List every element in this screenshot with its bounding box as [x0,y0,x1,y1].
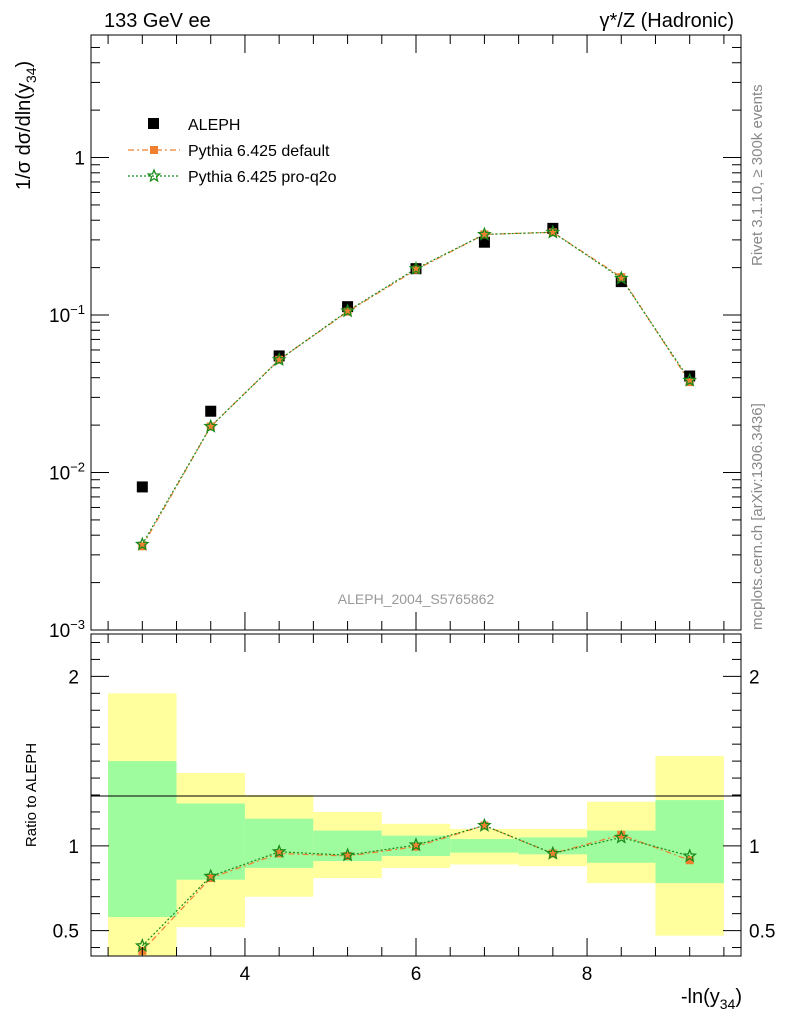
process-label: γ*/Z (Hadronic) [600,10,734,32]
main-ytick-label-3: 1 [74,149,85,170]
ratio-point-pythia-proq2o-6 [545,845,561,860]
point-pythia-proq2o-5 [477,226,492,241]
xlabel-text: -ln(y [681,986,720,1008]
legend-marker-pythia-proq2o [146,168,162,183]
point-pythia-default-3 [343,307,352,316]
ratio-axes-layer: 0.5 0.5 1 1 2 2 4 6 8 [53,634,775,985]
point-pythia-default-1 [206,422,215,431]
ratio-ytick-label-left-1: 1 [68,837,79,858]
legend-marker-aleph [148,118,159,129]
rivet-label: Rivet 3.1.10, ≥ 300k events [749,84,766,266]
ratio-point-pythia-default-4 [412,842,420,851]
xlabel-close: ) [735,986,742,1008]
series-line-pythia-default [141,231,691,547]
ratio-point-pythia-proq2o-3 [340,847,355,862]
main-ylabel-subscript: 34 [23,67,39,83]
ratio-ytick-label-left-2: 2 [68,667,79,688]
legend-star-shape [146,168,162,183]
point-pythia-proq2o-6 [545,224,561,239]
ratio-ytick-label-right-1: 1 [749,837,760,858]
ratio-band-inner-1 [176,803,245,880]
ratio-point-pythia-proq2o-7 [613,829,629,844]
legend: ALEPH Pythia 6.425 default Pythia 6.425 … [128,117,337,186]
point-aleph-0 [136,481,148,493]
point-pythia-default-8 [685,378,694,387]
main-frame [90,34,742,631]
ratio-point-pythia-proq2o-2 [271,844,287,859]
xlabel-subscript: 34 [720,996,736,1012]
ratio-ylabel: Ratio to ALEPH [23,743,40,847]
xtick-label-0: 4 [240,964,251,985]
ratio-point-pythia-default-8 [685,856,694,865]
point-aleph-5 [478,236,490,248]
mcplots-label: mcplots.cern.ch [arXiv:1306.3436] [749,403,766,630]
point-pythia-default-7 [617,273,626,282]
main-ytick-label-base-2: 10 [49,306,70,327]
main-ylabel-text: 1/σ dσ/dln(y [13,83,35,190]
ratio-band-inner-8 [655,800,724,884]
xtick-label-2: 8 [582,964,593,985]
legend-marker-pythia-default [150,146,158,154]
main-ytick-label-1: 10−2 [49,460,85,485]
point-pythia-proq2o-2 [271,352,287,367]
main-ytick-label-2: 10−1 [49,302,85,327]
ratio-band-inner-0 [108,761,177,918]
main-ytick-label-base-1: 10 [49,464,70,485]
ratio-band-inner-6 [518,837,588,855]
ratio-point-pythia-default-3 [343,852,352,861]
ratio-point-pythia-default-7 [617,830,626,839]
ratio-point-pythia-default-2 [275,849,284,858]
main-ytick-label-0: 10−3 [49,617,85,642]
analysis-id: ALEPH_2004_S5765862 [338,591,495,607]
xlabel: -ln(y34) [681,986,742,1012]
point-pythia-proq2o-7 [613,270,629,285]
point-pythia-default-2 [275,355,284,364]
point-pythia-proq2o-0 [134,536,150,551]
point-aleph-1 [205,405,217,417]
ratio-ytick-label-left-0: 0.5 [53,922,79,943]
ratio-bands-layer [108,693,724,956]
main-ylabel-close: ) [13,61,35,68]
point-pythia-default-5 [480,230,489,239]
point-pythia-default-6 [548,228,557,237]
point-pythia-proq2o-4 [408,260,424,275]
point-pythia-proq2o-8 [682,372,698,387]
point-pythia-default-4 [412,265,420,274]
ratio-point-pythia-proq2o-1 [203,868,219,883]
ratio-ytick-label-right-0: 0.5 [749,922,775,943]
main-ytick-label-exp-2: −1 [70,302,85,317]
ratio-band-inner-2 [244,818,314,868]
main-series-layer [134,222,698,551]
ratio-ytick-label-right-2: 2 [749,667,760,688]
series-line-pythia-proq2o [141,231,691,545]
legend-label-pythia-proq2o: Pythia 6.425 pro-q2o [188,169,337,186]
ratio-point-pythia-default-5 [480,821,489,830]
xtick-label-1: 6 [411,964,422,985]
point-pythia-proq2o-1 [203,418,219,433]
ratio-point-pythia-default-1 [206,874,215,883]
point-pythia-proq2o-3 [340,303,355,318]
ratio-band-inner-5 [450,839,519,853]
main-ytick-label-exp-1: −2 [70,460,85,475]
energy-label: 133 GeV ee [104,10,211,32]
main-axes-layer: 10−310−210−11 [49,34,741,642]
ratio-point-pythia-proq2o-8 [682,848,698,863]
ratio-point-pythia-proq2o-5 [477,817,492,832]
main-ytick-label-base-0: 10 [49,621,70,642]
legend-label-aleph: ALEPH [188,117,240,134]
ratio-point-pythia-proq2o-4 [408,837,424,852]
ratio-point-pythia-default-6 [548,849,557,858]
main-ytick-label-exp-0: −3 [70,617,85,632]
ratio-frame [90,633,742,957]
ratio-line-pythia-proq2o [141,824,690,947]
legend-label-pythia-default: Pythia 6.425 default [188,143,330,160]
main-ylabel: 1/σ dσ/dln(y34) [13,61,39,190]
